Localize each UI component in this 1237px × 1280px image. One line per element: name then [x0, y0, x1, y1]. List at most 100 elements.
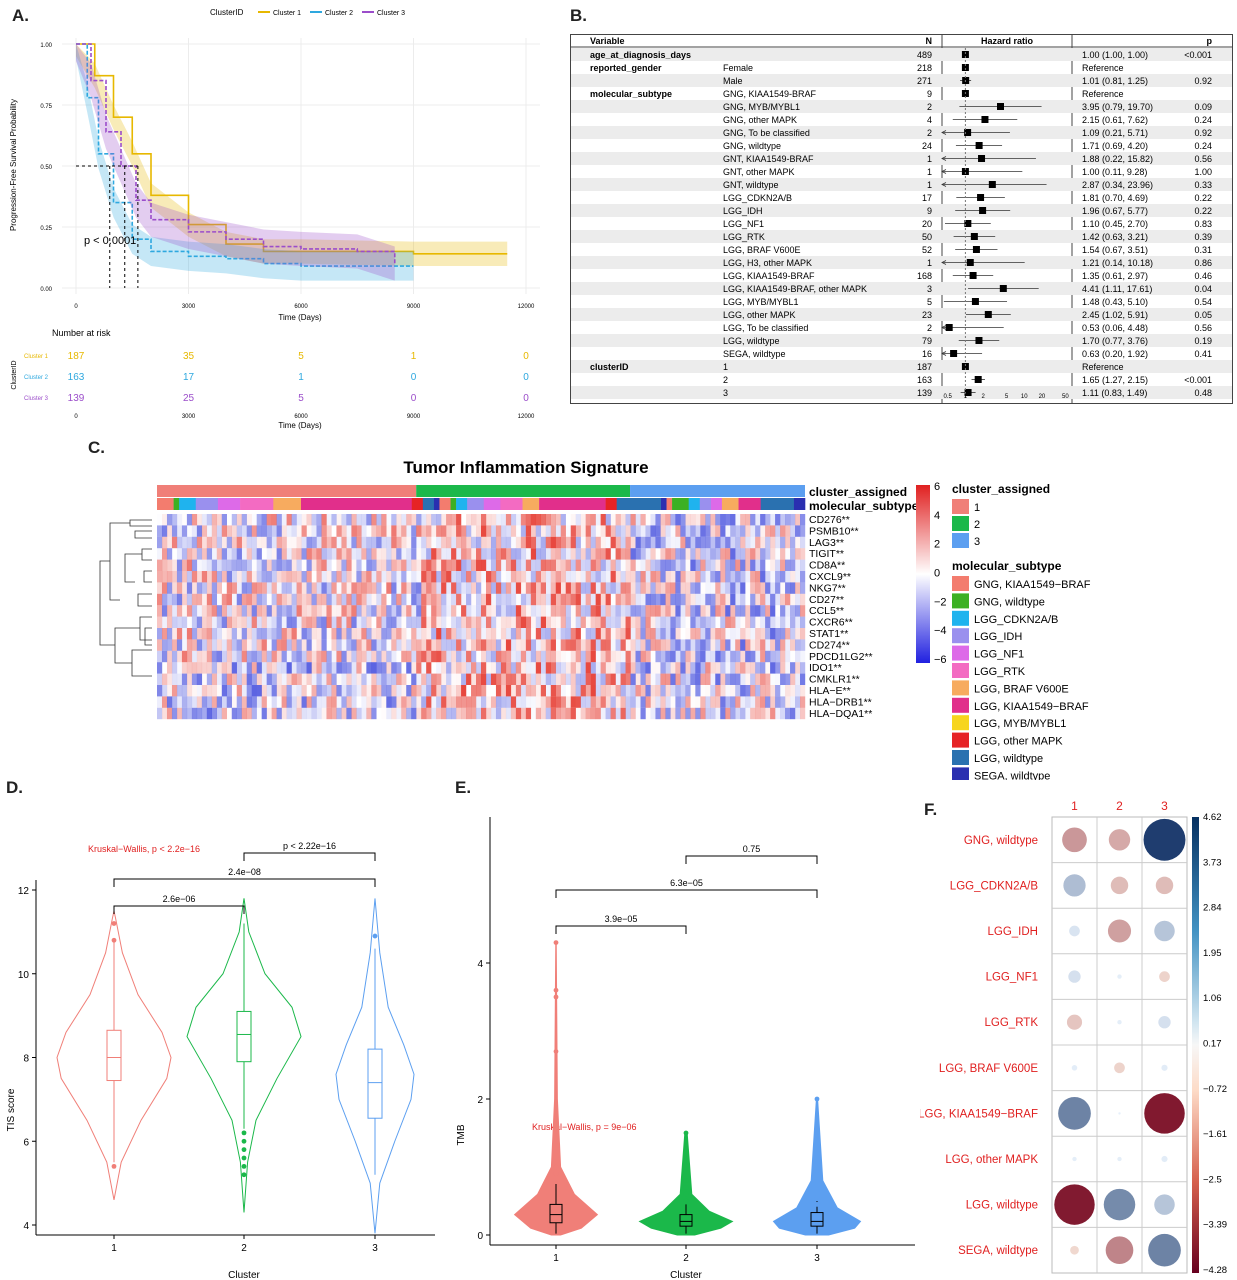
- heatmap-cell: [216, 525, 222, 537]
- heatmap-cell: [401, 536, 407, 549]
- heatmap-cell: [605, 525, 611, 537]
- heatmap-cell: [560, 593, 566, 606]
- heatmap-cell: [251, 673, 257, 685]
- heatmap-cell: [386, 548, 392, 560]
- heatmap-cell: [680, 707, 686, 720]
- heatmap-cell: [705, 593, 711, 606]
- heatmap-cell: [286, 582, 292, 594]
- heatmap-cell: [446, 582, 452, 594]
- heatmap-cell: [595, 582, 601, 594]
- heatmap-cell: [161, 616, 168, 628]
- heatmap-cell: [331, 593, 337, 606]
- heatmap-cell: [386, 525, 392, 537]
- heatmap-cell: [276, 571, 282, 583]
- heatmap-cell: [246, 616, 252, 628]
- heatmap-cell: [685, 571, 691, 583]
- legend-subtype-swatch: [952, 610, 969, 626]
- heatmap-cell: [690, 650, 696, 663]
- annot-subtype-block: [467, 498, 485, 510]
- heatmap-cell: [655, 639, 661, 651]
- heatmap-cell: [386, 685, 392, 697]
- heatmap-cell: [451, 662, 457, 674]
- heatmap-cell: [625, 582, 631, 594]
- legend-subtype-swatch: [952, 645, 969, 661]
- heatmap-cell: [515, 548, 522, 560]
- heatmap-cell: [600, 685, 606, 697]
- forest-estimate: Reference: [1082, 63, 1124, 73]
- heatmap-cell: [580, 582, 586, 594]
- heatmap-cell: [301, 593, 307, 606]
- heatmap-cell: [555, 593, 561, 606]
- heatmap-cell: [710, 525, 716, 537]
- heatmap-cell: [381, 571, 387, 583]
- heatmap-cell: [251, 571, 257, 583]
- heatmap-cell: [560, 662, 566, 674]
- corr-row-label: LGG_IDH: [988, 926, 1039, 938]
- heatmap-cell: [755, 548, 761, 560]
- heatmap-cell: [161, 559, 168, 571]
- heatmap-cell: [485, 525, 492, 537]
- heatmap-cell: [565, 673, 571, 685]
- heatmap-cell: [311, 559, 317, 571]
- heatmap-cell: [301, 707, 307, 720]
- heatmap-cell: [416, 582, 422, 594]
- heatmap-cell: [555, 525, 561, 537]
- heatmap-cell: [331, 616, 337, 628]
- heatmap-cell: [685, 582, 691, 594]
- heatmap-cell: [540, 650, 546, 663]
- heatmap-cell: [446, 628, 452, 640]
- heatmap-cell: [745, 639, 751, 651]
- heatmap-cell: [171, 593, 178, 606]
- heatmap-cell: [176, 696, 183, 708]
- heatmap-cell: [416, 616, 422, 628]
- forest-p: 0.24: [1194, 141, 1212, 151]
- heatmap-cell: [391, 559, 397, 571]
- tis-kruskal-text: Kruskal−Wallis, p < 2.2e−16: [88, 844, 200, 854]
- heatmap-cell: [401, 696, 407, 708]
- heatmap-cell: [660, 707, 666, 720]
- heatmap-cell: [725, 650, 731, 663]
- heatmap-cell: [271, 582, 277, 594]
- heatmap-cell: [416, 650, 422, 663]
- forest-n: 1: [927, 258, 932, 268]
- heatmap-cell: [795, 548, 801, 560]
- heatmap-cell: [750, 525, 756, 537]
- heatmap-cell: [485, 536, 492, 549]
- heatmap-cell: [621, 560, 626, 571]
- heatmap-cell: [800, 571, 806, 583]
- heatmap-cell: [411, 525, 417, 537]
- heatmap-cell: [540, 559, 546, 571]
- heatmap-cell: [505, 650, 512, 663]
- heatmap-cell: [690, 548, 696, 560]
- heatmap-cell: [306, 673, 312, 685]
- heatmap-cell: [775, 628, 781, 640]
- heatmap-cell: [371, 571, 377, 583]
- heatmap-cell: [276, 639, 282, 651]
- forest-row-bg: [571, 386, 1232, 399]
- heatmap-cell: [695, 605, 701, 617]
- heatmap-cell: [436, 707, 442, 720]
- heatmap-cell: [256, 685, 262, 697]
- y-tick: 4: [477, 959, 483, 970]
- corr-color-scale: [1192, 817, 1199, 1273]
- heatmap-cell: [396, 628, 402, 640]
- heatmap-cell: [755, 650, 761, 663]
- heatmap-cell: [615, 571, 621, 583]
- heatmap-cell: [157, 696, 163, 708]
- heatmap-cell: [585, 571, 591, 583]
- heatmap-cell: [316, 616, 322, 628]
- heatmap-cell: [530, 639, 537, 651]
- heatmap-cell: [596, 651, 601, 662]
- heatmap-cell: [411, 707, 417, 720]
- km-ci-band-1: [76, 44, 508, 267]
- heatmap-cell: [217, 594, 222, 605]
- corr-dot: [1058, 1097, 1091, 1130]
- heatmap-cell: [585, 639, 591, 651]
- heatmap-cell: [326, 571, 332, 583]
- heatmap-cell: [495, 685, 502, 697]
- heatmap-cell: [510, 628, 517, 640]
- heatmap-cell: [755, 673, 761, 685]
- heatmap-cell: [321, 582, 327, 594]
- heatmap-cell: [660, 559, 666, 571]
- heatmap-cell: [570, 525, 576, 537]
